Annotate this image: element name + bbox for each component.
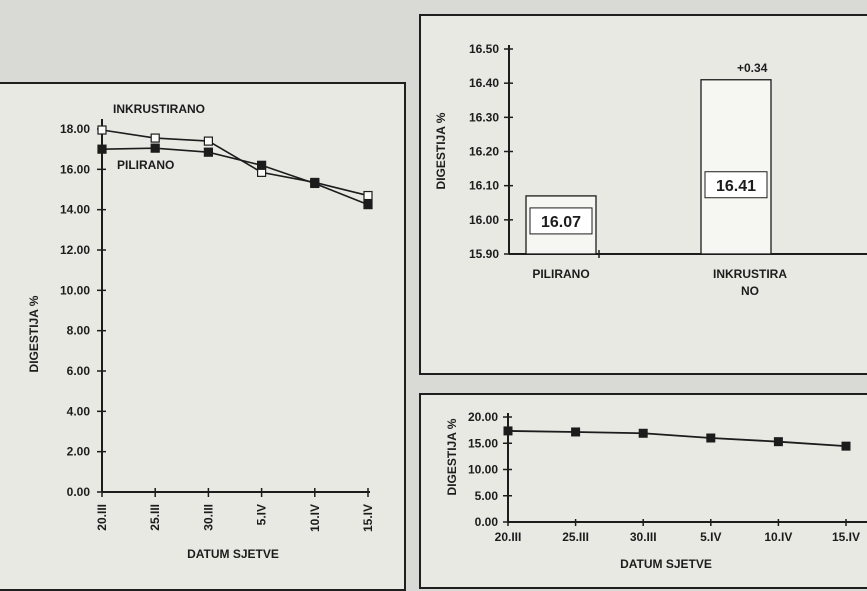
y-tick-label: 10.00 [468, 463, 498, 477]
chart-panel-bar: 15.90 16.00 16.10 16.20 16.30 16.40 16.50 16.0… [419, 14, 867, 375]
series-label-inkrustirano: INKRUSTIRANO [113, 102, 205, 116]
data-point-pilirano [150, 143, 160, 153]
y-axis-label: DIGESTIJA % [434, 112, 448, 189]
x-tick-label: NO [741, 284, 759, 298]
x-tick-label: 25.III [148, 504, 162, 531]
x-tick-label: 20.III [95, 504, 109, 531]
bar-annotation: +0.34 [737, 61, 768, 75]
data-point [571, 427, 581, 437]
series-label-pilirano: PILIRANO [117, 158, 174, 172]
data-point-inkrustirano [150, 133, 160, 143]
y-tick-label: 16.00 [60, 162, 90, 176]
y-tick-label: 12.00 [60, 243, 90, 257]
series-line-pilirano [101, 147, 369, 206]
data-label-box [529, 207, 593, 235]
data-label-box [704, 171, 768, 199]
y-tick-label: 15.00 [468, 436, 498, 450]
data-point [706, 433, 716, 443]
x-axis-label: DATUM SJETVE [187, 547, 279, 561]
x-tick-label: 5.IV [700, 530, 721, 544]
y-tick-label: 6.00 [67, 364, 91, 378]
data-point [638, 428, 648, 438]
y-tick-label: 16.50 [469, 42, 499, 56]
y-axis-label: DIGESTIJA % [445, 418, 459, 495]
y-axis-label: DIGESTIJA % [27, 295, 41, 372]
data-label: 16.07 [541, 214, 581, 231]
chart-panel-line-right: 0.00 5.00 10.00 15.00 20.00 20.III 25.III 30.II… [419, 393, 867, 589]
y-tick-label: 5.00 [475, 489, 499, 503]
x-tick-label: 15.IV [361, 504, 375, 532]
x-tick-label: 10.IV [308, 504, 322, 532]
y-tick-label: 18.00 [60, 122, 90, 136]
x-tick-label: INKRUSTIRA [713, 267, 787, 281]
line-chart-svg-2: 0.00 5.00 10.00 15.00 20.00 20.III 25.III 30.II… [445, 410, 867, 571]
x-axis-label: DATUM SJETVE [620, 557, 712, 571]
data-point-pilirano [310, 178, 320, 189]
series-line-inkrustirano [101, 129, 369, 197]
y-tick-label: 2.00 [67, 445, 91, 459]
data-point-inkrustirano [203, 136, 213, 146]
bar-chart-svg: 15.90 16.00 16.10 16.20 16.30 16.40 16.50 16.0… [434, 42, 867, 298]
data-point [503, 426, 513, 436]
y-tick-label: 20.00 [468, 410, 498, 424]
y-tick-label: 16.10 [469, 179, 499, 193]
y-tick-label: 16.30 [469, 110, 499, 124]
x-tick-label: PILIRANO [532, 267, 589, 281]
y-tick-label: 0.00 [475, 515, 499, 529]
y-tick-label: 15.90 [469, 247, 499, 261]
x-tick-label: 15.IV [832, 530, 860, 544]
series-line [507, 430, 847, 448]
y-tick-label: 14.00 [60, 203, 90, 217]
x-tick-label: 25.III [562, 530, 589, 544]
y-tick-label: 16.00 [469, 213, 499, 227]
data-label: 16.41 [716, 178, 756, 195]
data-point-inkrustirano [97, 125, 107, 135]
y-tick-label: 4.00 [67, 404, 91, 418]
bar [700, 79, 772, 255]
x-tick-label: 10.IV [764, 530, 792, 544]
x-tick-label: 30.III [630, 530, 657, 544]
y-tick-label: 16.40 [469, 76, 499, 90]
line-chart-svg: 0.00 2.00 4.00 6.00 8.00 10.00 12.00 14.00 16.00… [27, 102, 375, 561]
x-tick-label: 5.IV [255, 504, 269, 525]
data-point [773, 437, 783, 447]
data-point-pilirano [257, 160, 267, 170]
x-tick-label: 30.III [201, 504, 215, 531]
data-point-inkrustirano [363, 190, 373, 201]
x-tick-label: 20.III [495, 530, 522, 544]
data-point-pilirano [203, 147, 213, 157]
data-point [841, 441, 851, 451]
y-tick-label: 16.20 [469, 145, 499, 159]
y-tick-label: 10.00 [60, 283, 90, 297]
y-tick-label: 8.00 [67, 324, 91, 338]
data-point-pilirano [363, 200, 373, 210]
data-point-pilirano [97, 144, 107, 154]
chart-panel-line-left: 0.00 2.00 4.00 6.00 8.00 10.00 12.00 14.00 16.00… [0, 82, 406, 591]
y-tick-label: 0.00 [67, 485, 91, 499]
